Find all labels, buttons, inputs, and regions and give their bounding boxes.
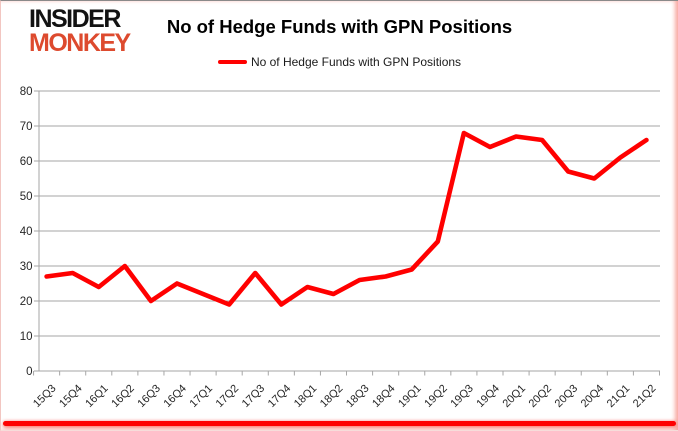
logo-line-monkey: MONKEY (29, 28, 131, 57)
x-tick-label: 17Q3 (240, 383, 268, 411)
series-line-hedge-funds (44, 130, 649, 307)
x-tick-label: 16Q2 (109, 383, 137, 411)
x-tick-label: 19Q1 (396, 383, 424, 411)
x-axis-labels: 15Q315Q416Q116Q216Q316Q417Q117Q217Q317Q4… (31, 383, 658, 411)
y-tick-label: 80 (20, 86, 33, 98)
x-tick-label: 19Q3 (448, 383, 476, 411)
y-axis-ticks (34, 90, 39, 372)
y-tick-label: 20 (20, 296, 33, 308)
logo-line-insider: INSIDER (29, 5, 121, 33)
x-tick-label: 16Q4 (161, 383, 189, 411)
y-tick-label: 50 (20, 191, 33, 203)
x-tick-label: 15Q3 (31, 383, 59, 411)
y-tick-label: 30 (20, 261, 33, 273)
legend-line-swatch (217, 59, 247, 65)
x-tick-label: 15Q4 (57, 383, 85, 411)
x-tick-label: 18Q4 (370, 383, 398, 411)
bottom-accent-bar (3, 421, 676, 426)
x-tick-label: 17Q1 (188, 383, 216, 411)
x-tick-label: 18Q3 (344, 383, 372, 411)
y-tick-label: 40 (20, 226, 33, 238)
x-tick-label: 20Q1 (501, 383, 529, 411)
legend-label: No of Hedge Funds with GPN Positions (250, 55, 462, 69)
x-tick-label: 17Q2 (214, 383, 242, 411)
y-tick-label: 60 (20, 156, 33, 168)
x-tick-label: 18Q1 (292, 383, 320, 411)
y-gridlines (39, 90, 660, 372)
x-tick-label: 16Q1 (83, 383, 111, 411)
y-tick-label: 0 (26, 366, 32, 378)
x-tick-label: 19Q2 (422, 383, 450, 411)
y-tick-label: 10 (20, 331, 33, 343)
y-tick-label: 70 (20, 121, 33, 133)
x-tick-label: 20Q2 (527, 383, 555, 411)
x-tick-label: 21Q2 (631, 383, 659, 411)
chart-legend: No of Hedge Funds with GPN Positions (1, 54, 678, 70)
chart-title: No of Hedge Funds with GPN Positions (166, 16, 513, 37)
x-tick-label: 21Q1 (605, 383, 633, 411)
x-tick-label: 18Q2 (318, 383, 346, 411)
y-axis-labels: 0 10 20 30 40 50 60 70 80 (20, 86, 33, 378)
x-tick-label: 17Q4 (266, 383, 294, 411)
insider-monkey-logo: INSIDER MONKEY (29, 5, 131, 57)
x-tick-label: 20Q3 (553, 383, 581, 411)
x-tick-label: 19Q4 (474, 383, 502, 411)
x-tick-label: 16Q3 (135, 383, 163, 411)
x-axis-ticks (33, 371, 660, 376)
x-tick-label: 20Q4 (579, 383, 607, 411)
